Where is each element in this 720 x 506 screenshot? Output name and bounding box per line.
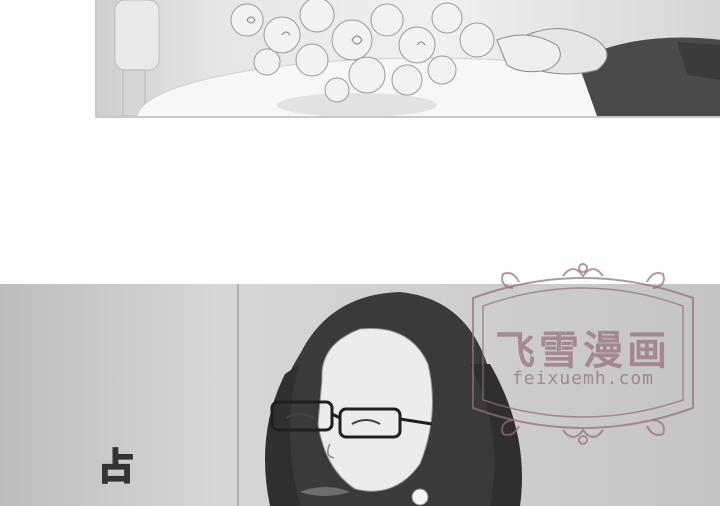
watermark: 飞雪漫画 feixuemh.com	[453, 258, 713, 454]
watermark-title: 飞雪漫画	[495, 328, 671, 374]
bottom-comic-panel	[0, 284, 720, 506]
top-comic-panel	[95, 0, 720, 118]
ornamental-frame-icon	[472, 263, 694, 445]
bouquet-scene-illustration	[114, 0, 720, 116]
watermark-url: feixuemh.com	[511, 368, 655, 389]
woman-portrait-illustration	[237, 284, 522, 506]
sound-effect-character: 占	[97, 447, 135, 488]
